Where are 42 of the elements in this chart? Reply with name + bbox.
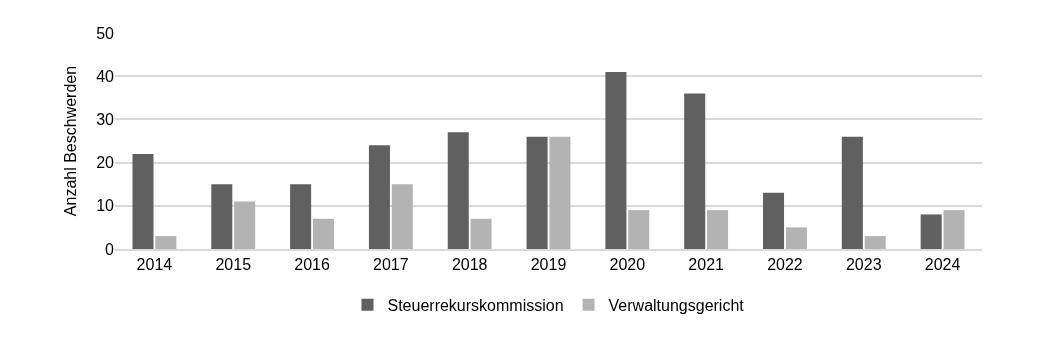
bar: [628, 210, 650, 249]
bar: [234, 201, 256, 249]
bar: [132, 153, 154, 249]
x-tick-label: 2018: [451, 256, 488, 274]
bar: [447, 132, 469, 249]
y-tick-label: 50: [96, 24, 115, 42]
y-tick-label: 20: [96, 154, 115, 172]
x-tick-label: 2023: [845, 256, 882, 274]
y-tick-label: 40: [96, 67, 115, 85]
bar: [920, 214, 942, 249]
y-tick-label: 10: [96, 197, 115, 215]
bar: [864, 236, 886, 249]
bar: [943, 210, 965, 249]
legend-label: Verwaltungsgericht: [608, 297, 745, 315]
y-tick-label: 0: [105, 240, 115, 258]
legend-label: Steuerrekurskommission: [387, 297, 564, 315]
x-tick-label: 2019: [530, 256, 567, 274]
bar: [684, 93, 706, 249]
bar: [155, 236, 177, 249]
x-tick-label: 2015: [215, 256, 252, 274]
x-tick-label: 2016: [294, 256, 330, 274]
bar: [470, 218, 492, 249]
bar: [841, 136, 863, 249]
bar: [549, 136, 571, 249]
bar: [290, 184, 312, 249]
x-tick-label: 2014: [136, 256, 173, 274]
y-axis-title: Anzahl Beschwerden: [62, 65, 80, 217]
y-tick-label: 30: [96, 111, 115, 128]
bar: [707, 210, 729, 249]
bar: [605, 71, 627, 249]
bar: [312, 218, 334, 249]
bar: [391, 184, 413, 249]
bar: [763, 192, 785, 249]
bar: [785, 227, 807, 249]
bar: [526, 136, 548, 249]
x-tick-label: 2017: [373, 256, 409, 274]
x-tick-label: 2020: [609, 256, 646, 274]
x-tick-label: 2021: [688, 256, 725, 274]
x-tick-label: 2024: [924, 256, 961, 274]
bar: [368, 145, 390, 249]
bar: [211, 184, 233, 249]
x-tick-label: 2022: [767, 256, 803, 274]
